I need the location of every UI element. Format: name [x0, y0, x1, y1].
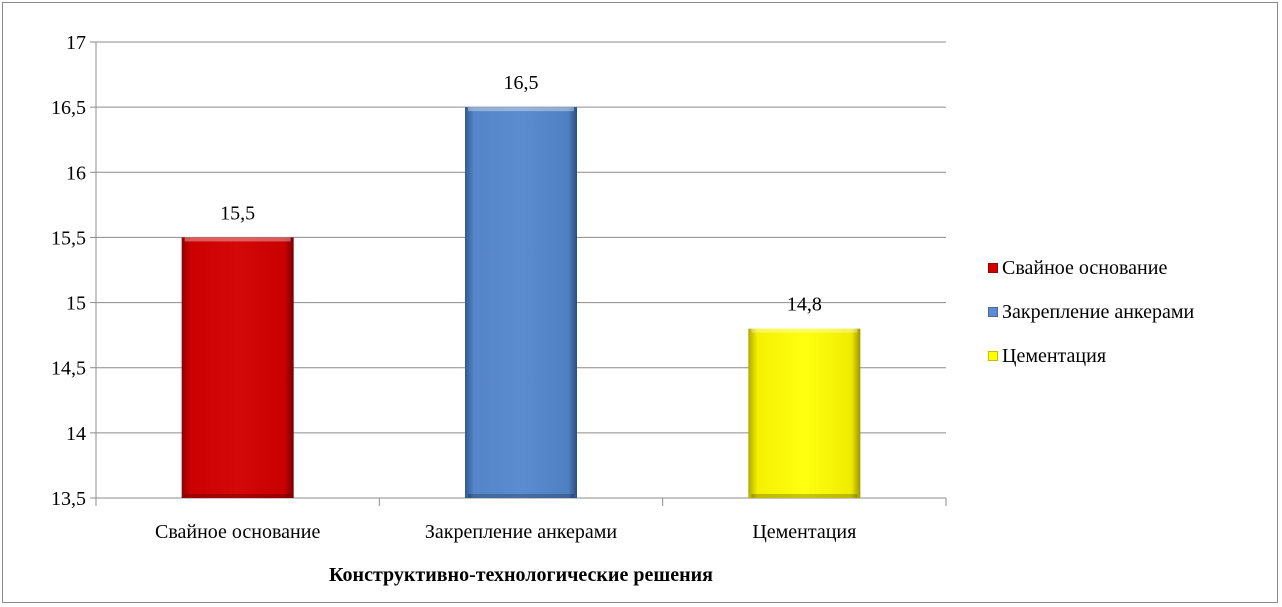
x-tick-label: Закрепление анкерами: [425, 521, 618, 543]
legend-swatch: [988, 307, 998, 317]
y-tick-label: 15: [66, 293, 86, 315]
legend-label: Цементация: [1002, 344, 1107, 367]
bar: [465, 107, 577, 499]
y-tick-label: 16: [66, 162, 86, 184]
x-axis-title: Конструктивно-технологические решения: [329, 564, 713, 586]
legend: Свайное основание Закрепление анкерами Цем…: [988, 257, 1278, 389]
legend-swatch: [988, 351, 998, 361]
y-tick-label: 14: [66, 423, 86, 445]
x-tick-label: Цементация: [752, 521, 856, 543]
legend-item: Цементация: [988, 345, 1278, 367]
bar-bottom-bevel: [751, 494, 858, 498]
data-label: 15,5: [220, 202, 255, 224]
bar: [748, 328, 861, 498]
bar-group: [748, 328, 861, 498]
legend-label: Закрепление анкерами: [1002, 300, 1195, 323]
data-label: 16,5: [504, 72, 539, 94]
legend-item: Свайное основание: [988, 257, 1278, 279]
bar: [181, 237, 294, 498]
bar-group: [465, 107, 577, 499]
legend-label: Свайное основание: [1002, 256, 1168, 279]
x-tick-label: Свайное основание: [155, 521, 320, 543]
y-tick-label: 17: [66, 32, 86, 54]
bar-top-bevel: [468, 107, 574, 112]
bar-bottom-bevel: [468, 494, 574, 498]
data-label: 14,8: [787, 294, 822, 316]
y-tick-label: 13,5: [51, 488, 86, 510]
labels: 13,5 14 14,5 15 15,5 16 16,5 17 15,5 Свайное осно…: [51, 32, 856, 543]
y-tick-label: 15,5: [51, 227, 86, 249]
bar-top-bevel: [184, 237, 291, 242]
y-tick-label: 14,5: [51, 358, 86, 380]
bar-group: [181, 237, 294, 498]
bar-bottom-bevel: [184, 494, 291, 498]
legend-item: Закрепление анкерами: [988, 301, 1278, 323]
legend-swatch: [988, 263, 998, 273]
bar-top-bevel: [751, 328, 858, 333]
y-tick-label: 16,5: [51, 97, 86, 119]
bars: [181, 107, 861, 499]
